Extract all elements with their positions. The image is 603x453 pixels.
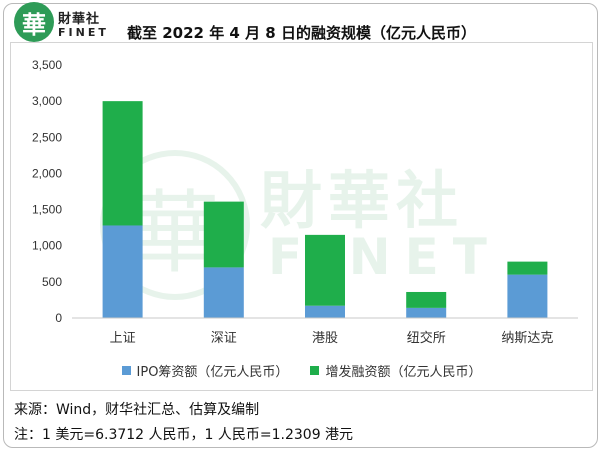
bar-ipo: [507, 274, 548, 318]
bar-ipo: [203, 267, 244, 318]
legend: IPO筹资额（亿元人民币） 增发融资额（亿元人民币）: [0, 361, 603, 380]
y-tick-label: 1,000: [32, 239, 62, 253]
logo-name-cn: 財華社: [58, 12, 101, 27]
y-tick-label: 1,500: [32, 203, 62, 217]
x-tick-label: 港股: [312, 331, 338, 346]
source-note: 来源：Wind，财华社汇总、估算及编制: [14, 402, 260, 418]
bar-ipo: [406, 307, 447, 318]
chart-area: [10, 42, 593, 391]
outer-frame: [3, 3, 598, 448]
y-tick-label: 500: [42, 275, 62, 289]
y-tick-label: 0: [55, 311, 62, 325]
bar-follow-on: [102, 101, 143, 226]
legend-item-follow-on: 增发融资额（亿元人民币）: [310, 361, 481, 380]
chart-title: 截至 2022 年 4 月 8 日的融资规模（亿元人民币）: [127, 24, 476, 42]
footnote: 注：1 美元=6.3712 人民币，1 人民币=1.2309 港元: [14, 427, 354, 443]
x-tick-label: 深证: [211, 331, 237, 346]
legend-label-follow-on: 增发融资额（亿元人民币）: [325, 365, 482, 380]
y-tick-label: 2,500: [32, 130, 62, 144]
x-tick-label: 纳斯达克: [501, 331, 553, 346]
legend-label-ipo: IPO筹资额（亿元人民币）: [136, 365, 289, 380]
y-axis: 0 500 1,000 1,500 2,000 2,500 3,000 3,500: [32, 58, 62, 325]
legend-swatch-follow-on: [310, 366, 320, 375]
y-tick-label: 3,500: [32, 58, 62, 72]
bar-follow-on: [203, 201, 244, 268]
y-tick-label: 2,000: [32, 166, 62, 180]
bar-ipo: [305, 305, 345, 318]
bar-follow-on: [406, 291, 447, 308]
logo-name-en: FINET: [58, 26, 109, 39]
x-tick-label: 纽交所: [407, 330, 446, 346]
y-tick-label: 3,000: [32, 94, 62, 108]
x-tick-label: 上证: [110, 331, 136, 346]
bar-ipo: [102, 225, 143, 318]
legend-item-ipo: IPO筹资额（亿元人民币）: [121, 361, 289, 380]
bar-follow-on: [305, 234, 345, 306]
bars: [102, 101, 548, 318]
logo-seal: 華: [14, 2, 54, 42]
bar-follow-on: [507, 261, 548, 275]
legend-swatch-ipo: [121, 366, 131, 375]
x-axis: 上证 深证 港股 纽交所 纳斯达克: [72, 317, 578, 346]
brand-logo: 華 財華社 FINET: [14, 2, 124, 46]
